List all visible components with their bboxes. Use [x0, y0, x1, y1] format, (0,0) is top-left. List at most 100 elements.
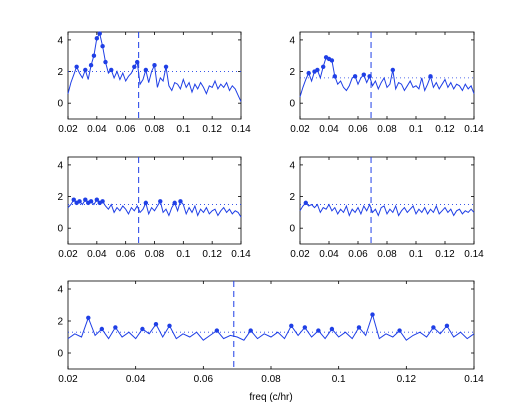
- significant-point: [74, 64, 79, 70]
- x-tick-label: 0.12: [202, 124, 222, 135]
- y-tick-label: 4: [57, 160, 63, 171]
- x-tick-label: 0.08: [261, 374, 281, 385]
- y-tick-label: 0: [57, 349, 63, 360]
- significant-point: [158, 199, 163, 204]
- significant-point: [167, 323, 172, 328]
- significant-point: [390, 67, 395, 73]
- x-tick-label: 0.06: [348, 249, 368, 260]
- x-tick-label: 0.02: [58, 124, 78, 135]
- significant-point: [153, 322, 159, 327]
- y-tick-label: 0: [289, 99, 295, 110]
- y-tick-label: 2: [57, 192, 63, 203]
- x-tick-label: 0.04: [319, 249, 339, 260]
- significant-point: [172, 200, 177, 206]
- significant-point: [88, 63, 94, 68]
- x-tick-label: 0.02: [58, 249, 78, 260]
- significant-point: [306, 70, 311, 76]
- y-tick-label: 0: [289, 224, 295, 235]
- x-tick-label: 0.12: [397, 374, 417, 385]
- significant-point: [97, 31, 102, 36]
- significant-point: [289, 323, 294, 328]
- x-tick-label: 0.1: [409, 249, 423, 260]
- y-tick-label: 4: [57, 35, 63, 46]
- y-tick-label: 2: [289, 67, 295, 78]
- y-tick-label: 2: [57, 67, 63, 78]
- significant-point: [132, 64, 137, 70]
- significant-point: [367, 74, 372, 79]
- x-tick-label: 0.08: [145, 124, 165, 135]
- significant-point: [356, 325, 362, 330]
- significant-point: [332, 74, 337, 79]
- subplot-middle-left: 0.02 0.04 0.06 0.08 0.1 0.12 0.14 0 2 4: [57, 156, 251, 260]
- significant-point: [248, 328, 253, 333]
- x-tick-label: 0.14: [231, 249, 251, 260]
- axes-frame: [299, 31, 475, 120]
- y-tick-label: 4: [289, 35, 295, 46]
- x-tick-label: 0.1: [409, 124, 423, 135]
- significant-point: [428, 74, 433, 79]
- significant-point: [431, 325, 436, 330]
- significant-point: [329, 326, 335, 332]
- significant-point: [86, 315, 91, 320]
- significant-point: [71, 197, 76, 202]
- x-tick-label: 0.08: [377, 124, 397, 135]
- y-tick-label: 2: [289, 192, 295, 203]
- series-line: [299, 202, 475, 217]
- significant-point: [109, 67, 114, 73]
- significant-point: [143, 200, 149, 206]
- x-axis-label: freq (c/hr): [249, 392, 292, 403]
- x-tick-label: 0.12: [435, 249, 455, 260]
- axes-frame: [67, 31, 242, 120]
- x-tick-label: 0.06: [116, 249, 136, 260]
- axes-frame: [299, 156, 475, 245]
- significant-point: [143, 67, 149, 73]
- x-tick-label: 0.04: [126, 374, 146, 385]
- significant-point: [99, 326, 105, 332]
- series-line: [67, 312, 475, 341]
- x-tick-label: 0.1: [176, 249, 190, 260]
- x-tick-label: 0.14: [464, 374, 484, 385]
- x-tick-label: 0.02: [58, 374, 78, 385]
- significant-point: [91, 53, 97, 58]
- axes-frame: [67, 280, 475, 370]
- y-tick-label: 0: [57, 224, 63, 235]
- significant-point: [100, 44, 105, 49]
- significant-point: [361, 72, 366, 77]
- significant-point: [214, 328, 220, 333]
- significant-point: [94, 197, 100, 202]
- significant-point: [94, 36, 100, 41]
- x-tick-label: 0.06: [116, 124, 136, 135]
- significant-point: [100, 199, 105, 204]
- x-tick-label: 0.08: [377, 249, 397, 260]
- subplot-middle-right: 0.02 0.04 0.06 0.08 0.1 0.12 0.14 0 2 4: [289, 156, 484, 260]
- significant-point: [329, 58, 335, 63]
- subplot-top-right: 0.02 0.04 0.06 0.08 0.1 0.12 0.14 0 2 4: [289, 31, 484, 135]
- significant-point: [370, 312, 375, 317]
- x-tick-label: 0.14: [464, 249, 484, 260]
- x-tick-label: 0.04: [319, 124, 339, 135]
- x-tick-label: 0.14: [231, 124, 251, 135]
- x-tick-label: 0.14: [464, 124, 484, 135]
- significant-point: [444, 323, 450, 328]
- significant-point: [178, 199, 183, 204]
- y-tick-label: 0: [57, 99, 63, 110]
- significant-point: [303, 200, 308, 206]
- significant-point: [152, 63, 157, 68]
- significant-point: [316, 328, 321, 333]
- x-tick-label: 0.02: [290, 249, 310, 260]
- significant-point: [83, 67, 88, 73]
- x-tick-label: 0.06: [194, 374, 214, 385]
- x-tick-label: 0.1: [332, 374, 346, 385]
- significant-point: [321, 64, 326, 70]
- x-tick-label: 0.08: [145, 249, 165, 260]
- x-tick-label: 0.12: [435, 124, 455, 135]
- x-tick-label: 0.04: [87, 124, 107, 135]
- subplot-bottom: 0.02 0.04 0.06 0.08 0.1 0.12 0.14 0 2 4: [57, 280, 484, 385]
- significant-point: [302, 325, 308, 330]
- significant-point: [352, 74, 358, 79]
- y-tick-label: 4: [289, 160, 295, 171]
- significant-point: [163, 64, 169, 70]
- significant-point: [315, 67, 320, 73]
- x-tick-label: 0.1: [176, 124, 190, 135]
